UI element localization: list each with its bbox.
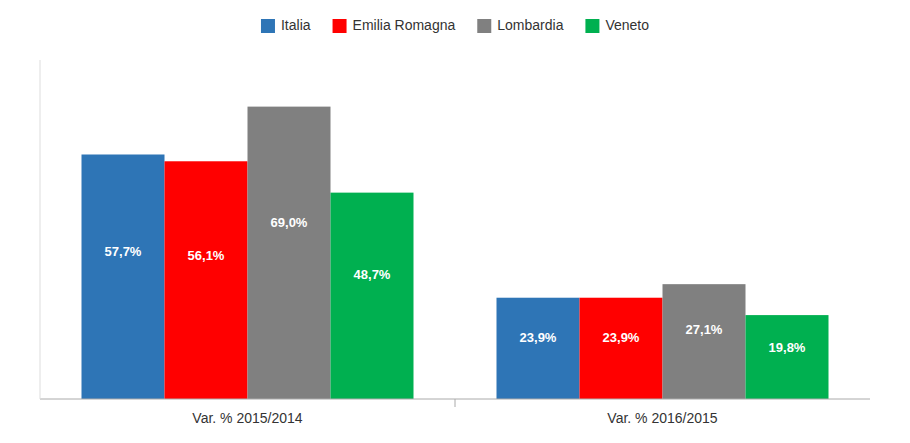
- bar: [82, 154, 165, 399]
- data-label: 27,1%: [686, 322, 723, 337]
- x-tick-label: Var. % 2015/2014: [192, 410, 302, 426]
- bar: [165, 161, 248, 399]
- legend: Italia Emilia Romagna Lombardia Veneto: [261, 17, 649, 33]
- bar: [248, 107, 331, 399]
- axes: Var. % 2015/2014 Var. % 2016/2015: [40, 60, 870, 426]
- bar: [746, 315, 829, 399]
- data-labels: 57,7% 23,9% 56,1% 23,9% 69,0% 27,1% 48,7% 19,8%: [105, 215, 806, 355]
- legend-label: Emilia Romagna: [353, 17, 456, 33]
- bar: [331, 193, 414, 399]
- data-label: 23,9%: [603, 330, 640, 345]
- legend-swatch: [261, 19, 275, 33]
- legend-item: Emilia Romagna: [333, 17, 456, 33]
- data-label: 23,9%: [520, 330, 557, 345]
- bar: [497, 298, 580, 399]
- y-axis-line: [40, 60, 41, 399]
- legend-swatch: [585, 19, 599, 33]
- legend-swatch: [477, 19, 491, 33]
- legend-swatch: [333, 19, 347, 33]
- chart-svg: 57,7% 23,9% 56,1% 23,9% 69,0% 27,1% 48,7% 19,8%…: [0, 0, 910, 443]
- data-label: 56,1%: [188, 248, 225, 263]
- legend-label: Italia: [281, 17, 311, 33]
- data-label: 48,7%: [354, 267, 391, 282]
- group-separator: [455, 399, 456, 407]
- bar: [663, 284, 746, 399]
- chart-container: 57,7% 23,9% 56,1% 23,9% 69,0% 27,1% 48,7% 19,8%…: [0, 0, 910, 443]
- data-label: 19,8%: [769, 340, 806, 355]
- legend-item: Veneto: [585, 17, 649, 33]
- legend-item: Italia: [261, 17, 311, 33]
- bars: [82, 107, 829, 399]
- bar: [580, 298, 663, 399]
- legend-item: Lombardia: [477, 17, 563, 33]
- x-tick-label: Var. % 2016/2015: [607, 410, 717, 426]
- legend-label: Veneto: [605, 17, 649, 33]
- data-label: 57,7%: [105, 244, 142, 259]
- data-label: 69,0%: [271, 215, 308, 230]
- legend-label: Lombardia: [497, 17, 563, 33]
